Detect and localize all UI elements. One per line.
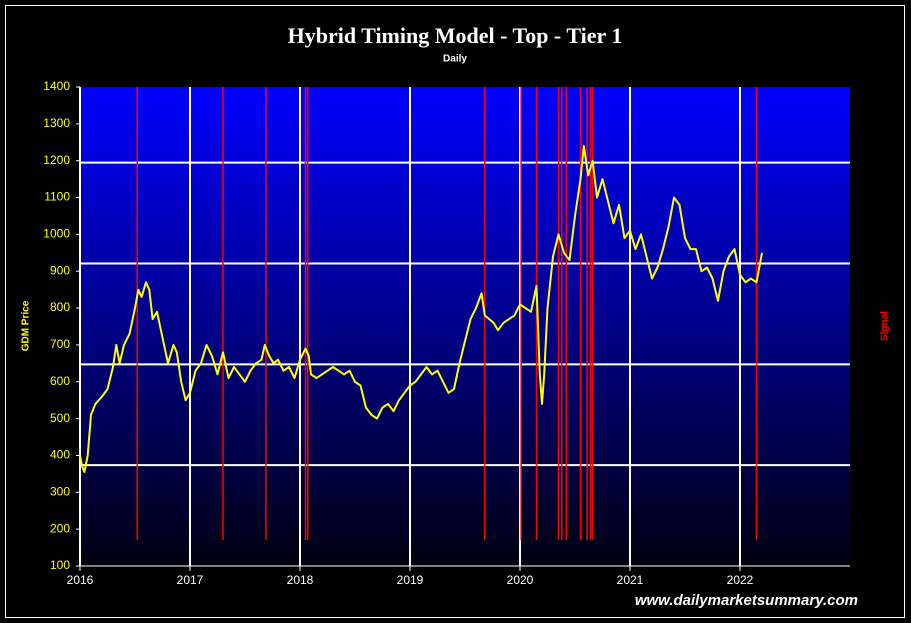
chart-subtitle: Daily bbox=[443, 54, 467, 65]
y-tick-label: 900 bbox=[50, 263, 70, 277]
y-tick-label: 1000 bbox=[43, 227, 70, 241]
price-line bbox=[79, 145, 763, 473]
y-tick-label: 400 bbox=[50, 448, 70, 462]
y-tick-label: 1100 bbox=[44, 190, 70, 204]
y-tick-label: 700 bbox=[50, 337, 70, 351]
y-tick-label: 1400 bbox=[43, 79, 70, 93]
chart-title: Hybrid Timing Model - Top - Tier 1 bbox=[288, 23, 623, 48]
x-tick-label: 2017 bbox=[177, 573, 204, 587]
x-tick-label: 2022 bbox=[727, 573, 754, 587]
y-tick-label: 1300 bbox=[43, 116, 70, 130]
y2-axis-label: Signal bbox=[880, 311, 891, 341]
y-tick-label: 200 bbox=[50, 521, 70, 535]
y-tick-label: 1200 bbox=[43, 153, 70, 167]
watermark: www.dailymarketsummary.com bbox=[635, 592, 858, 609]
y-tick-label: 100 bbox=[50, 558, 70, 572]
y-tick-label: 300 bbox=[50, 484, 70, 498]
x-tick-label: 2019 bbox=[397, 573, 424, 587]
x-tick-label: 2016 bbox=[67, 573, 94, 587]
y-tick-label: 500 bbox=[50, 411, 70, 425]
y-axis-label: GDM Price bbox=[21, 300, 32, 351]
y-tick-label: 800 bbox=[50, 300, 70, 314]
plot-area bbox=[80, 87, 850, 566]
x-tick-label: 2020 bbox=[507, 573, 534, 587]
x-tick-label: 2021 bbox=[617, 573, 644, 587]
y-tick-label: 600 bbox=[50, 374, 70, 388]
x-tick-label: 2018 bbox=[287, 573, 314, 587]
